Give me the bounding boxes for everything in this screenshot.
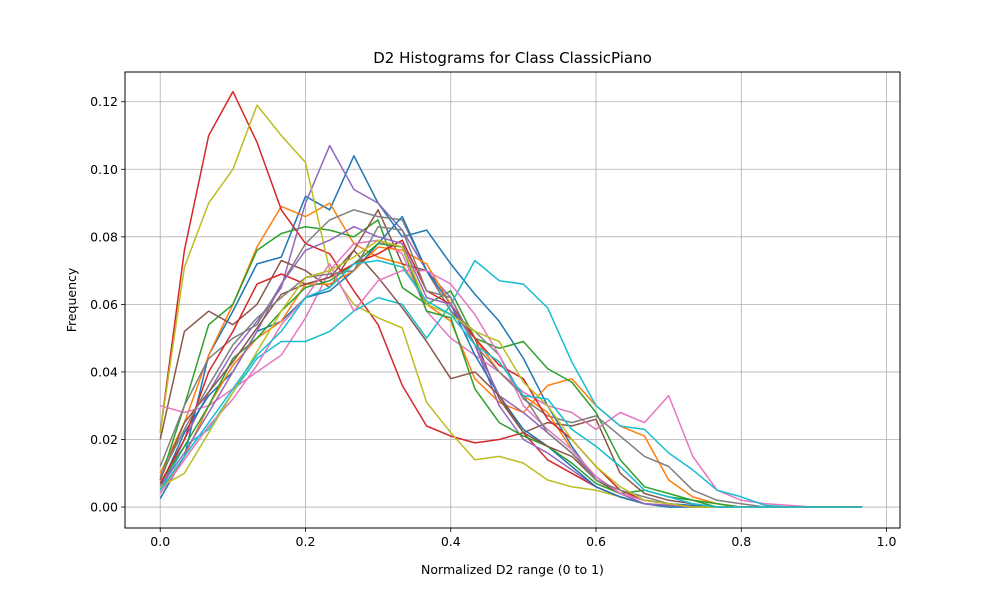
- x-tick-label: 0.2: [296, 534, 316, 549]
- y-tick-label: 0.00: [90, 500, 118, 515]
- series-line-10: [159, 259, 863, 508]
- series-line-20: [159, 259, 863, 508]
- x-axis-ticks: 0.0 0.2 0.4 0.6 0.8 1.0: [150, 528, 897, 549]
- y-axis-ticks: 0.00 0.02 0.04 0.06 0.08 0.10 0.12: [90, 94, 125, 515]
- series-layer: [159, 90, 863, 508]
- x-axis-label: Normalized D2 range (0 to 1): [421, 562, 604, 577]
- x-tick-label: 0.4: [441, 534, 461, 549]
- y-tick-label: 0.04: [90, 364, 118, 379]
- plot-frame: [124, 71, 901, 529]
- y-tick-label: 0.12: [90, 94, 118, 109]
- x-tick-label: 1.0: [877, 534, 897, 549]
- x-tick-label: 0.8: [731, 534, 751, 549]
- y-tick-label: 0.08: [90, 229, 118, 244]
- x-tick-label: 0.6: [586, 534, 606, 549]
- x-tick-label: 0.0: [150, 534, 170, 549]
- y-tick-label: 0.06: [90, 297, 118, 312]
- y-tick-label: 0.02: [90, 432, 118, 447]
- y-axis-label: Frequency: [64, 267, 79, 332]
- y-tick-label: 0.10: [90, 162, 118, 177]
- plot-area: [125, 72, 900, 528]
- chart-title: D2 Histograms for Class ClassicPiano: [373, 49, 652, 67]
